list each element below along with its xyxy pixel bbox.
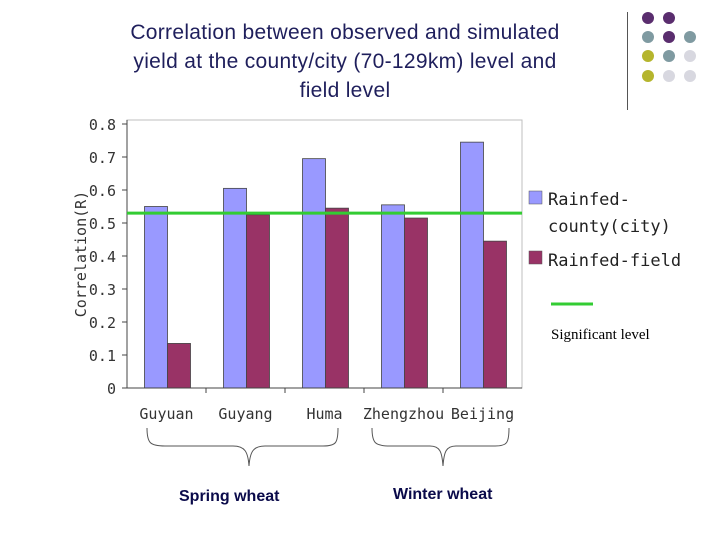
decorative-dot — [642, 70, 654, 82]
bars — [144, 141, 507, 389]
x-tick-label: Guyuan — [139, 405, 193, 423]
legend-swatch-county — [528, 190, 543, 205]
y-axis-label: Correlation(R) — [72, 191, 90, 317]
group-label-winter-wheat: Winter wheat — [393, 486, 493, 503]
x-axis: Guyuan Guyang Huma Zhengzhou Beijing — [127, 387, 522, 423]
spring-wheat-brace — [146, 427, 339, 467]
bar-field — [483, 240, 507, 389]
title-line-1: Correlation between observed and simulat… — [130, 21, 560, 44]
bar-county — [460, 141, 484, 389]
bar-field — [167, 343, 191, 389]
slide-title: Correlation between observed and simulat… — [70, 18, 620, 105]
decorative-dot-grid — [642, 12, 720, 112]
y-tick-label: 0.2 — [89, 314, 116, 332]
decorative-dot — [642, 31, 654, 43]
bar-county — [302, 158, 326, 389]
x-tick-label: Guyang — [218, 405, 272, 423]
y-tick-label: 0.5 — [89, 215, 116, 233]
decorative-dot — [642, 50, 654, 62]
bar-field — [325, 207, 349, 389]
x-tick-label: Huma — [306, 405, 342, 423]
y-axis: 0 0.1 0.2 0.3 0.4 0.5 0.6 0.7 0.8 — [89, 116, 128, 398]
decorative-dot — [663, 31, 675, 43]
legend-label-county-line-2: county(city) — [548, 217, 671, 237]
bar-field — [246, 214, 270, 389]
winter-wheat-brace — [371, 427, 510, 467]
y-tick-label: 0.4 — [89, 248, 116, 266]
bar-county — [144, 206, 168, 389]
title-line-2: yield at the county/city (70-129km) leve… — [133, 50, 557, 73]
decorative-dot — [684, 50, 696, 62]
legend-label-field: Rainfed-field — [548, 251, 681, 271]
decorative-dot — [663, 70, 675, 82]
decorative-dot — [684, 70, 696, 82]
y-tick-label: 0.7 — [89, 149, 116, 167]
y-tick-label: 0.1 — [89, 347, 116, 365]
legend-label-county-line-1: Rainfed- — [548, 190, 630, 210]
legend-swatch-field — [528, 250, 543, 265]
significant-level-label: Significant level — [551, 327, 650, 343]
bar-field — [404, 217, 428, 389]
decorative-divider — [627, 12, 628, 110]
y-tick-label: 0 — [107, 380, 116, 398]
bar-county — [223, 187, 247, 389]
y-tick-label: 0.8 — [89, 116, 116, 134]
decorative-dot — [642, 12, 654, 24]
decorative-dot — [663, 12, 675, 24]
y-tick-label: 0.6 — [89, 182, 116, 200]
x-tick-label: Zhengzhou — [363, 405, 444, 423]
y-tick-label: 0.3 — [89, 281, 116, 299]
title-line-3: field level — [299, 79, 391, 102]
decorative-dot — [663, 50, 675, 62]
decorative-dot — [684, 31, 696, 43]
bar-county — [381, 204, 405, 389]
x-tick-label: Beijing — [451, 405, 514, 423]
group-label-spring-wheat: Spring wheat — [179, 488, 280, 505]
